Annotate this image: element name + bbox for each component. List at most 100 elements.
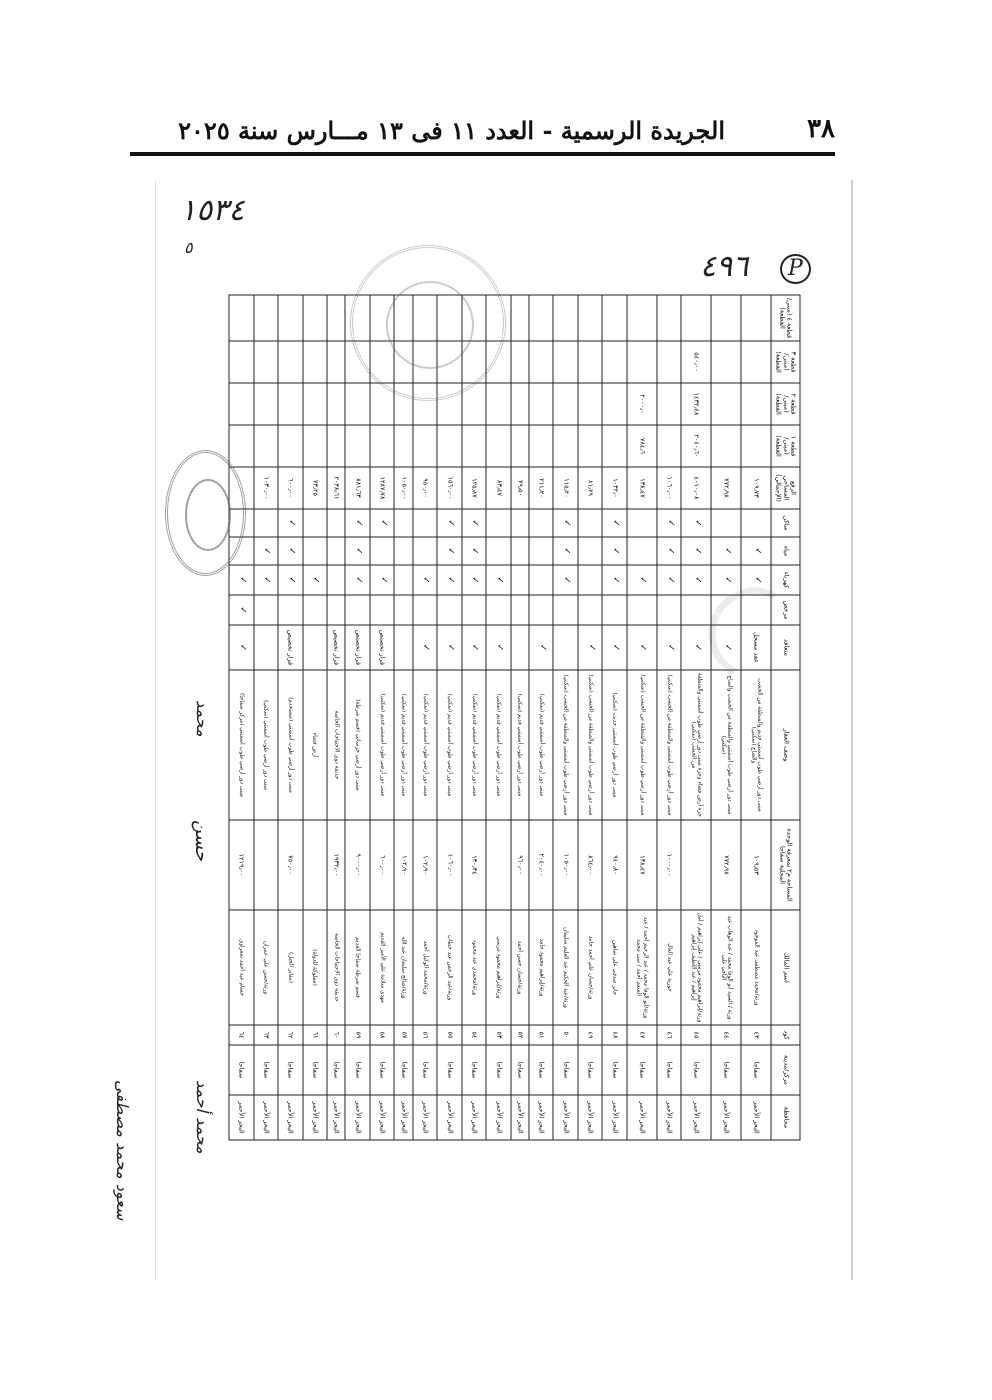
plot1-cell: ٧٨٤٫٦ <box>627 425 657 467</box>
plot2-cell: ١٤٣٢٫٤٨ <box>681 383 712 425</box>
city-cell: سفاجا <box>461 1045 487 1095</box>
area-cell: ١٢١٩٫٠٠ <box>229 820 254 910</box>
city-cell: سفاجا <box>510 1045 529 1095</box>
plot4-cell <box>229 295 254 341</box>
column-header: قطعة ١ (مبنى/القطعة) <box>771 425 800 467</box>
column-header: اسم المالك <box>771 910 800 1025</box>
table-row: البحر الأحمر سفاجا ٦٠ حديقة ذوي الاحتياجات … <box>327 295 346 1140</box>
area-cell: ١٠٢٫٩٠ <box>412 820 438 910</box>
plot2-cell <box>302 383 328 425</box>
electricity-cell: ✓ <box>741 565 771 595</box>
water-cell: ✓ <box>553 537 578 565</box>
resident-cell <box>412 509 438 537</box>
contract-cell: قرار تخصيص <box>369 625 395 670</box>
survey-total-cell: ٨٨١٫٦٣ <box>345 467 370 509</box>
licensed-cell <box>412 595 438 625</box>
electricity-cell: ✓ <box>553 565 578 595</box>
water-cell <box>627 537 657 565</box>
city-cell: سفاجا <box>437 1045 462 1095</box>
contract-cell: ✓ <box>711 625 742 670</box>
plot1-cell <box>229 425 254 467</box>
survey-total-cell: ٧٣٫٢٥ <box>302 467 328 509</box>
description-cell: مبنى دور أرضي طوب أسمنتي (مركز سفاجا) <box>229 670 254 820</box>
owner-name-cell: ورثة/محمد الوكيل أحمد <box>412 910 438 1025</box>
plot2-cell <box>578 383 603 425</box>
resident-cell: ✓ <box>345 509 370 537</box>
area-cell: ٧٥٠٫٠٠ <box>278 820 303 910</box>
electricity-cell: ✓ <box>437 565 462 595</box>
contract-cell: ✓ <box>681 625 712 670</box>
governorate-cell: البحر الأحمر <box>327 1095 346 1140</box>
water-cell <box>510 537 529 565</box>
owner-name-cell: مهدي سلامة علي الأمير القديم <box>369 910 395 1025</box>
table-row: البحر الأحمر سفاجا ٥٧ ورثة/صالح سليمان عبد … <box>394 295 413 1140</box>
plot3-cell <box>302 341 328 383</box>
city-cell: سفاجا <box>253 1045 279 1095</box>
area-cell: ١٠٩٫٥٣ <box>741 820 771 910</box>
description-cell: مبنى دور أرضي طوب أسمنتي قديم (سكني) <box>461 670 487 820</box>
plot2-cell <box>529 383 554 425</box>
water-cell <box>327 537 346 565</box>
survey-total-cell: ٨١٫٧٩ <box>578 467 603 509</box>
electricity-cell: ✓ <box>278 565 303 595</box>
plot1-cell <box>711 425 742 467</box>
area-cell <box>486 820 511 910</box>
code-cell: ٤٤ <box>711 1025 742 1045</box>
column-header: الرفع المساحي (الإجمالي) <box>771 467 800 509</box>
owner-name-cell: قسم شرطة سفاجا القديم <box>345 910 370 1025</box>
city-cell: سفاجا <box>369 1045 395 1095</box>
licensed-cell <box>656 595 682 625</box>
plot4-cell <box>656 295 682 341</box>
plot2-cell <box>345 383 370 425</box>
owner-name-cell: ورثة/إبراهيم محمود مرسي / علي إبراهيم / … <box>681 910 712 1025</box>
official-stamp <box>350 245 506 401</box>
plot1-cell <box>278 425 303 467</box>
licensed-cell <box>529 595 554 625</box>
licensed-cell <box>437 595 462 625</box>
plot1-cell <box>327 425 346 467</box>
licensed-cell <box>553 595 578 625</box>
governorate-cell: البحر الأحمر <box>369 1095 395 1140</box>
property-table-rotated: محافظة مركز/مدينة كود اسم المالك المساحة م٢ … <box>229 295 801 1140</box>
electricity-cell: ✓ <box>369 565 395 595</box>
contract-cell: قرار تخصيص <box>327 625 346 670</box>
header-rule <box>130 152 835 156</box>
survey-total-cell: ٢١١٫٢٠ <box>529 467 554 509</box>
plot4-cell <box>327 295 346 341</box>
resident-cell <box>741 509 771 537</box>
plot4-cell <box>578 295 603 341</box>
description-cell: مبنى دور أرضي طوب أسمنتي قديم (سكني) <box>394 670 413 820</box>
city-cell: سفاجا <box>302 1045 328 1095</box>
contract-cell: عقد مسجل <box>741 625 771 670</box>
electricity-cell <box>578 565 603 595</box>
water-cell: ✓ <box>711 537 742 565</box>
table-row: البحر الأحمر سفاجا ٦٢ (مقابر الجبل) ٧٥٠٫٠٠ مب… <box>278 295 303 1140</box>
description-cell: مبنى دور أرضي طوب أسمنتي (سكني) <box>253 670 279 820</box>
licensed-cell <box>327 595 346 625</box>
plot2-cell <box>229 383 254 425</box>
table-row: البحر الأحمر سفاجا ٦٣ ورثة/حسن علي عمران مبن… <box>253 295 279 1140</box>
resident-cell: ✓ <box>681 509 712 537</box>
description-cell: حديقة ذوي الاحتياجات الخاصة <box>327 670 346 820</box>
city-cell: سفاجا <box>278 1045 303 1095</box>
code-cell: ٦٢ <box>278 1025 303 1045</box>
plot3-cell <box>510 341 529 383</box>
circled-mark: P <box>780 254 811 284</box>
survey-total-cell: ١٢٨٧٫٧٨ <box>369 467 395 509</box>
governorate-cell: البحر الأحمر <box>253 1095 279 1140</box>
water-cell: ✓ <box>602 537 627 565</box>
code-cell: ٥٨ <box>369 1025 395 1045</box>
resident-cell <box>711 509 742 537</box>
owner-name-cell: ورثة/صالح سليمان عبد الله <box>394 910 413 1025</box>
resident-cell: ✓ <box>656 509 682 537</box>
plot2-cell <box>327 383 346 425</box>
owner-name-cell: ورثة / السيد أبو الوفا محمد / عبد الوهاب… <box>711 910 742 1025</box>
resident-cell: ✓ <box>461 509 487 537</box>
plot1-cell <box>412 425 438 467</box>
plot1-cell <box>510 425 529 467</box>
code-cell: ٦٠ <box>327 1025 346 1045</box>
owner-name-cell: ورثة/محمد مصطفى عبد الموجود <box>741 910 771 1025</box>
plot3-cell <box>327 341 346 383</box>
electricity-cell: ✓ <box>253 565 279 595</box>
governorate-cell: البحر الأحمر <box>461 1095 487 1140</box>
